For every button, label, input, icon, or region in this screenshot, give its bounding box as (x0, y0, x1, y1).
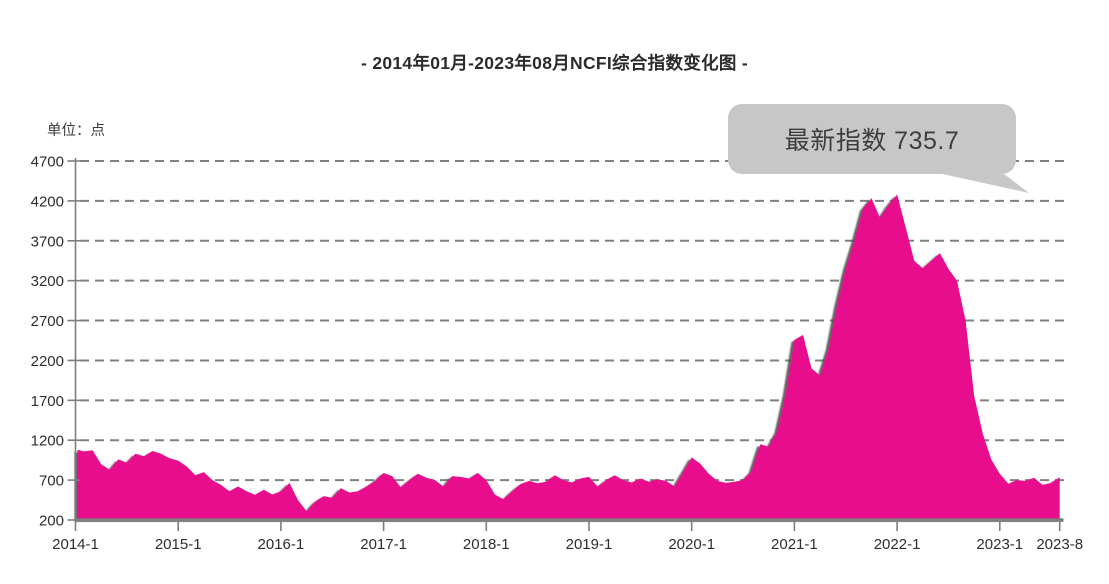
svg-text:2017-1: 2017-1 (360, 536, 407, 553)
svg-text:2014-1: 2014-1 (52, 536, 99, 553)
svg-text:2022-1: 2022-1 (874, 536, 921, 553)
svg-text:4700: 4700 (31, 154, 64, 171)
svg-text:200: 200 (39, 513, 64, 530)
callout-tail (938, 171, 1029, 193)
svg-text:2021-1: 2021-1 (771, 536, 818, 553)
callout-bubble: 最新指数 735.7 (728, 104, 1016, 174)
svg-text:2015-1: 2015-1 (155, 536, 202, 553)
axes (67, 158, 1064, 531)
svg-text:3200: 3200 (31, 273, 64, 290)
svg-text:4200: 4200 (31, 193, 64, 210)
svg-text:2200: 2200 (31, 353, 64, 370)
svg-text:700: 700 (39, 473, 64, 490)
axis-tick-labels: 200 700 1200 1700 2200 2700 3200 3700 4200 4700 20… (31, 154, 1083, 554)
svg-text:2019-1: 2019-1 (566, 536, 613, 553)
svg-text:1200: 1200 (31, 433, 64, 450)
y-axis-unit-label: 单位：点 (47, 123, 105, 139)
svg-text:3700: 3700 (31, 233, 64, 250)
svg-text:2020-1: 2020-1 (668, 536, 715, 553)
svg-text:2023-1: 2023-1 (976, 536, 1023, 553)
svg-text:2016-1: 2016-1 (258, 536, 305, 553)
svg-text:2700: 2700 (31, 313, 64, 330)
area-series (77, 194, 1060, 520)
svg-text:1700: 1700 (31, 393, 64, 410)
page-title: - 2014年01月-2023年08月NCFI综合指数变化图 - (361, 53, 748, 73)
svg-text:2018-1: 2018-1 (463, 536, 510, 553)
svg-text:2023-8: 2023-8 (1036, 536, 1083, 553)
